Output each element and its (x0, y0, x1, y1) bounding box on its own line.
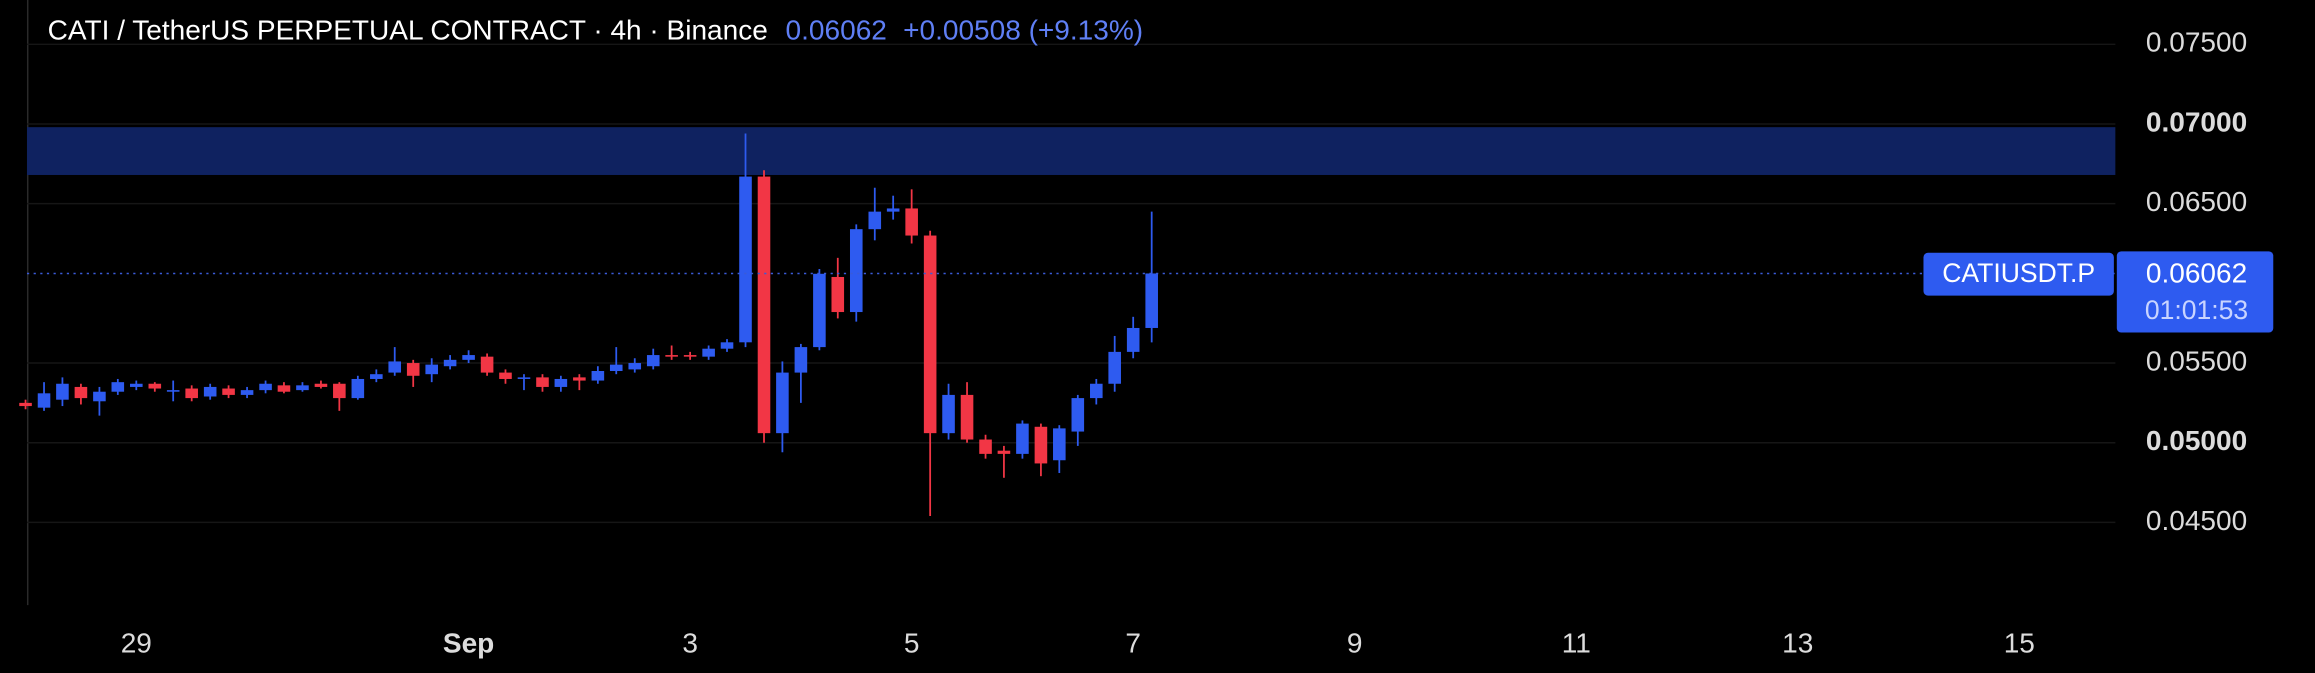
x-tick-label: 29 (121, 627, 152, 658)
candle-body (1016, 423, 1029, 454)
candle-body (739, 176, 752, 343)
candle-body (37, 393, 51, 408)
resistance-zone (26, 127, 2116, 175)
y-tick-label: 0.05500 (2146, 345, 2247, 376)
candle-body (868, 211, 882, 230)
x-tick-label: 11 (1562, 627, 1591, 658)
x-tick-label: 9 (1347, 627, 1363, 658)
candle-body (1090, 383, 1103, 399)
candle-body (19, 402, 32, 407)
candle-body (517, 377, 531, 379)
candle-body (203, 386, 217, 397)
candle-body (314, 383, 328, 387)
x-tick-label: 7 (1125, 627, 1141, 658)
chart-title: CATI / TetherUS PERPETUAL CONTRACT · 4h … (48, 15, 768, 46)
symbol-badge (1923, 252, 2114, 296)
y-tick-label: 0.07000 (2146, 106, 2247, 137)
header-price: 0.06062 (786, 15, 887, 46)
candle-body (499, 372, 512, 379)
candle-body (462, 355, 475, 360)
overlay: CATIUSDT.P 0.06062 01:01:53 (26, 251, 2274, 333)
candle-body (942, 394, 955, 434)
candle-body (720, 342, 734, 349)
x-tick-label: 3 (682, 627, 698, 658)
price-badge (2116, 251, 2274, 333)
candle-body (425, 364, 439, 375)
candle-body (185, 388, 198, 399)
candle-body (702, 348, 715, 357)
axes: 0.04500 0.05000 0.05500 0.06500 0.07000 0.075… (121, 27, 2247, 659)
y-tick-label: 0.05000 (2146, 425, 2247, 456)
zone-layer (26, 127, 2116, 175)
candle-body (609, 364, 623, 372)
candle-body (591, 371, 605, 381)
y-tick-label: 0.06500 (2146, 186, 2247, 217)
x-tick-label: Sep (443, 627, 494, 658)
candle-body (443, 359, 457, 367)
candle-body (628, 363, 642, 370)
candle-body (296, 385, 309, 391)
candle-body (388, 361, 402, 373)
candle-body (886, 208, 900, 212)
candle-body (277, 385, 291, 392)
candle-body (111, 382, 125, 392)
candle-body (979, 439, 992, 454)
x-tick-label: 5 (904, 627, 920, 658)
candle-body (960, 394, 974, 440)
candle-body (646, 355, 660, 367)
candle-body (370, 374, 383, 379)
candle-body (1126, 327, 1140, 352)
candle-body (1034, 426, 1048, 464)
candle-body (240, 390, 254, 395)
countdown-label: 01:01:53 (2145, 295, 2248, 325)
candle-body (480, 356, 494, 373)
candle-body (148, 383, 162, 389)
x-tick-label: 13 (1782, 627, 1813, 658)
candle-body (536, 377, 549, 387)
candle-body (831, 276, 845, 313)
candle-body (794, 347, 808, 373)
candle-body (1071, 398, 1085, 432)
symbol-label: CATIUSDT.P (1942, 258, 2095, 288)
candle-body (259, 383, 272, 391)
candle-body (222, 388, 235, 395)
candle-body (166, 390, 180, 392)
candle-body (813, 273, 826, 348)
price-label: 0.06062 (2146, 257, 2247, 288)
candle-body (406, 363, 420, 376)
candle-body (333, 383, 346, 399)
candle-body (1053, 428, 1066, 461)
candle-body (997, 450, 1011, 454)
header: CATI / TetherUS PERPETUAL CONTRACT · 4h … (48, 15, 1143, 46)
x-tick-label: 15 (2004, 627, 2035, 658)
candle-body (74, 386, 88, 399)
grid (26, 43, 2116, 524)
candles (19, 133, 1158, 517)
candle-body (757, 176, 771, 434)
candle-body (776, 372, 789, 434)
candle-body (56, 383, 69, 400)
candle-body (1145, 273, 1158, 328)
candle-body (573, 377, 586, 381)
candle-body (130, 383, 143, 387)
candle-body (849, 229, 863, 313)
candle-body (683, 355, 697, 357)
candle-body (923, 235, 937, 434)
header-change: +0.00508 (+9.13%) (903, 15, 1143, 46)
candle-body (93, 391, 106, 402)
y-tick-label: 0.07500 (2146, 27, 2247, 58)
y-tick-label: 0.04500 (2146, 505, 2247, 536)
candle-body (351, 378, 365, 399)
candle-body (1108, 351, 1121, 384)
candle-body (905, 208, 918, 236)
candle-body (554, 378, 568, 387)
candle-body (665, 355, 678, 357)
